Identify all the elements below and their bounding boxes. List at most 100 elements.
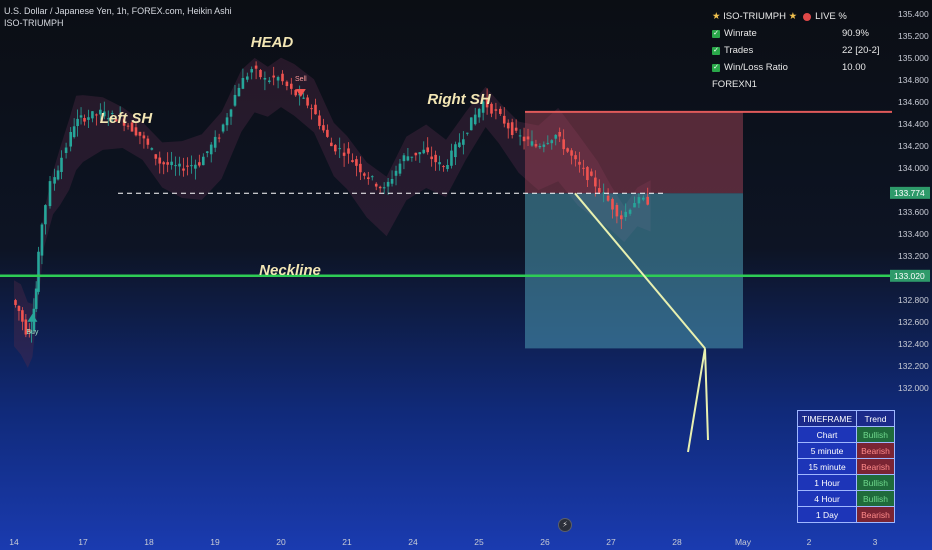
candle-body — [414, 152, 418, 156]
candle-body — [462, 139, 465, 145]
candle-body — [398, 163, 402, 174]
stats-footer: FOREXN1 — [712, 79, 757, 90]
candle-body — [502, 115, 506, 124]
timeframe-cell: 5 minute — [796, 442, 858, 459]
candle-body — [347, 148, 350, 154]
candle-body — [542, 144, 546, 147]
candle-body — [363, 173, 366, 176]
trend-cell: Bearish — [856, 442, 895, 459]
stats-label: Win/Loss Ratio — [724, 62, 788, 73]
candle-body — [250, 69, 253, 73]
candle-body — [554, 134, 558, 139]
candle-body — [406, 156, 410, 161]
candle-body — [209, 144, 213, 155]
y-tick-label: 134.800 — [898, 75, 929, 85]
stats-value: 90.9% — [842, 28, 869, 39]
stats-row: ✓ Trades 22 [20-2] — [712, 42, 882, 59]
candle-body — [390, 178, 394, 184]
candle-body — [422, 149, 426, 154]
stats-value: 22 [20-2] — [842, 45, 880, 56]
candle-body — [60, 157, 63, 172]
candle-body — [106, 118, 110, 120]
stats-label: Winrate — [724, 28, 757, 39]
stats-value: 10.00 — [842, 62, 866, 73]
star-icon: ★ — [712, 11, 721, 22]
candle-body — [237, 87, 241, 97]
candle-body — [126, 125, 130, 127]
candle-body — [166, 162, 169, 165]
y-tick-label: 135.200 — [898, 31, 929, 41]
candle-body — [606, 195, 610, 201]
y-tick-label: 132.800 — [898, 295, 929, 305]
timeframe-header: TIMEFRAME — [796, 410, 858, 427]
trend-cell: Bullish — [856, 474, 895, 491]
x-tick-label: 21 — [342, 537, 352, 547]
table-row: 5 minute Bearish — [796, 442, 895, 459]
x-tick-label: 14 — [9, 537, 19, 547]
x-tick-label: 18 — [144, 537, 154, 547]
candle-body — [510, 122, 514, 135]
candle-body — [458, 142, 461, 148]
x-tick-label: 19 — [210, 537, 220, 547]
trend-table: TIMEFRAME Trend Chart Bullish 5 minute B… — [796, 410, 895, 523]
candle-body — [87, 117, 90, 120]
star-icon: ★ — [788, 11, 798, 22]
y-tick-label: 133.400 — [898, 229, 929, 239]
candle-body — [285, 81, 289, 87]
candle-body — [233, 94, 237, 106]
candle-body — [402, 155, 406, 162]
y-tick-label: 134.000 — [898, 163, 929, 173]
candle-body — [386, 181, 390, 187]
candle-body — [566, 148, 569, 152]
candle-body — [142, 135, 146, 139]
candle-body — [194, 164, 197, 169]
candle-body — [594, 177, 597, 187]
indicator-label[interactable]: ISO-TRIUMPH — [4, 18, 64, 28]
candle-body — [506, 122, 510, 129]
x-tick-label: 27 — [606, 537, 616, 547]
stop-loss-zone — [525, 111, 743, 194]
candle-body — [281, 73, 284, 82]
candle-body — [318, 115, 321, 126]
candle-body — [351, 160, 354, 162]
x-tick-label: 25 — [474, 537, 484, 547]
stats-header: ★ ISO-TRIUMPH ★ LIVE % — [712, 8, 882, 25]
table-row: 1 Hour Bullish — [796, 474, 895, 491]
pattern-labels: Left SH HEAD Right SH Neckline Buy Sell — [26, 34, 491, 336]
candle-body — [83, 118, 86, 122]
candle-body — [518, 135, 522, 137]
trend-cell: Bearish — [856, 506, 895, 523]
cloud-area — [14, 57, 651, 368]
candle-body — [466, 132, 469, 134]
candle-body — [378, 186, 382, 189]
table-row: 4 Hour Bullish — [796, 490, 895, 507]
price-tag-bg — [890, 186, 930, 199]
x-tick-label: 3 — [873, 537, 878, 547]
candle-body — [550, 140, 554, 144]
candle-body — [95, 114, 98, 116]
y-tick-label: 132.200 — [898, 361, 929, 371]
candle-body — [330, 142, 333, 147]
candle-body — [582, 167, 585, 169]
candle-body — [246, 76, 249, 80]
candle-body — [221, 124, 225, 132]
candle-body — [450, 150, 453, 166]
candle-body — [615, 205, 619, 217]
lightning-icon[interactable]: ⚡ — [558, 518, 572, 532]
candle-body — [418, 152, 422, 155]
candle-body — [146, 138, 150, 145]
candle-body — [310, 108, 313, 110]
candle-body — [37, 251, 40, 292]
candle-body — [30, 331, 33, 333]
candle-body — [64, 147, 68, 153]
y-tick-label: 135.000 — [898, 53, 929, 63]
candle-body — [170, 161, 173, 166]
candle-body — [40, 224, 44, 256]
candle-body — [110, 113, 114, 115]
live-label: LIVE % — [815, 11, 847, 22]
y-tick-label: 133.600 — [898, 207, 929, 217]
timeframe-cell: 1 Day — [796, 506, 858, 523]
x-tick-label: 20 — [276, 537, 286, 547]
candles — [14, 61, 649, 343]
